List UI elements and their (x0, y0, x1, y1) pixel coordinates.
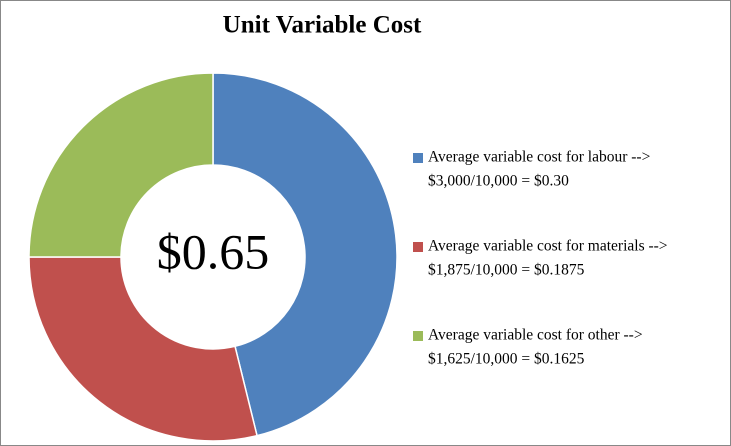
legend-swatch (413, 331, 423, 341)
chart-title: Unit Variable Cost (223, 12, 422, 39)
legend-label: Average variable cost for materials --> (428, 238, 668, 255)
legend-label: Average variable cost for labour --> (428, 149, 650, 166)
donut-slice (28, 256, 258, 442)
center-label: $0.65 (157, 223, 270, 279)
legend-swatch (413, 153, 423, 163)
legend-label: Average variable cost for other --> (428, 327, 643, 344)
donut-slice (212, 72, 398, 437)
donut-slice (28, 72, 214, 258)
legend-value-label: $1,625/10,000 = $0.1625 (428, 351, 585, 368)
legend-value-label: $3,000/10,000 = $0.30 (428, 173, 569, 190)
legend-swatch (413, 242, 423, 252)
legend-value-label: $1,875/10,000 = $0.1875 (428, 262, 585, 279)
